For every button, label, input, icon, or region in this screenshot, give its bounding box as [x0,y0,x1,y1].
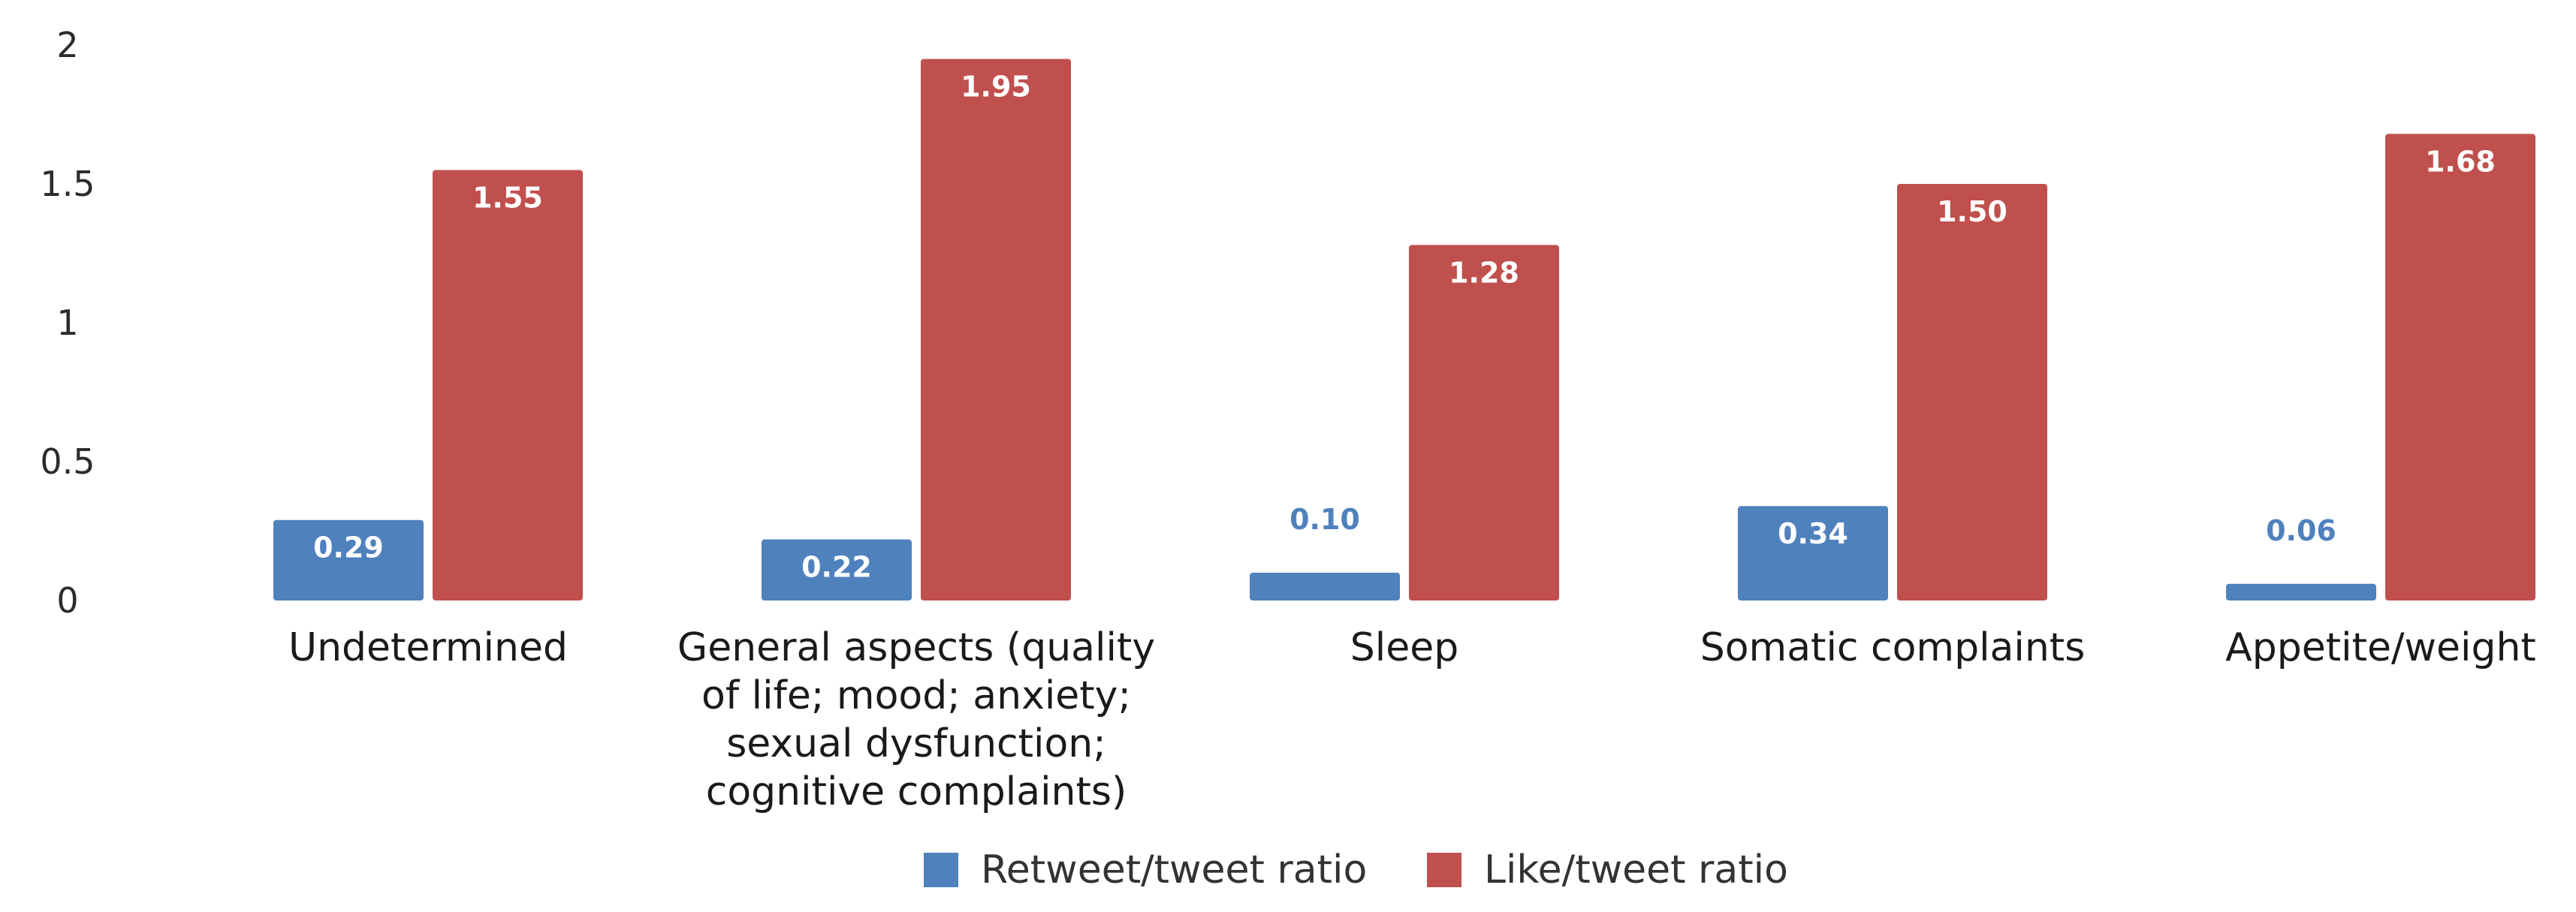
bar-like [433,170,583,600]
bar-like [921,59,1071,600]
data-label: 1.50 [1937,195,2007,228]
y-tick-label: 1.5 [40,164,95,204]
bar-retweet [1250,573,1400,600]
data-label: 0.34 [1778,517,1848,550]
bar-like [1409,245,1559,600]
legend-label: Retweet/tweet ratio [981,847,1367,892]
data-label: 1.28 [1449,256,1519,289]
bar-retweet [762,539,912,600]
x-category-label: Somatic complaints [1700,625,2086,670]
data-label: 1.95 [961,71,1031,104]
x-category-label: of life; mood; anxiety; [701,673,1131,718]
bar-series: 0.29 1.55 0.22 1.95 0.10 1.28 0.34 1.50 0.06 1.68 [273,59,2535,600]
data-label: 0.22 [801,551,872,584]
legend-swatch [1427,853,1461,887]
y-axis: 0 0.5 1 1.5 2 [40,25,95,621]
y-tick-label: 0.5 [40,441,95,482]
legend-label: Like/tweet ratio [1484,847,1788,892]
y-tick-label: 2 [56,25,78,65]
bar-like [1897,184,2047,600]
legend-swatch [924,853,958,887]
x-category-label: Sleep [1350,625,1458,670]
data-label: 1.55 [472,182,543,215]
bar-retweet [2226,583,2376,600]
bar-retweet [273,519,424,600]
x-category-label: cognitive complaints) [706,769,1127,814]
legend: Retweet/tweet ratio Like/tweet ratio [924,847,1788,892]
x-category-label: General aspects (quality [677,625,1155,670]
x-category-label: Undetermined [288,625,568,670]
x-category-label: sexual dysfunction; [726,721,1106,766]
data-label: 0.06 [2266,514,2336,547]
data-label: 1.68 [2425,145,2496,178]
bar-retweet [1738,506,1888,600]
data-label: 0.10 [1290,503,1360,536]
bar-like [2385,134,2535,600]
y-tick-label: 0 [56,580,78,621]
y-tick-label: 1 [56,302,78,343]
x-category-label: Appetite/weight [2225,625,2536,670]
data-label: 0.29 [313,531,384,564]
